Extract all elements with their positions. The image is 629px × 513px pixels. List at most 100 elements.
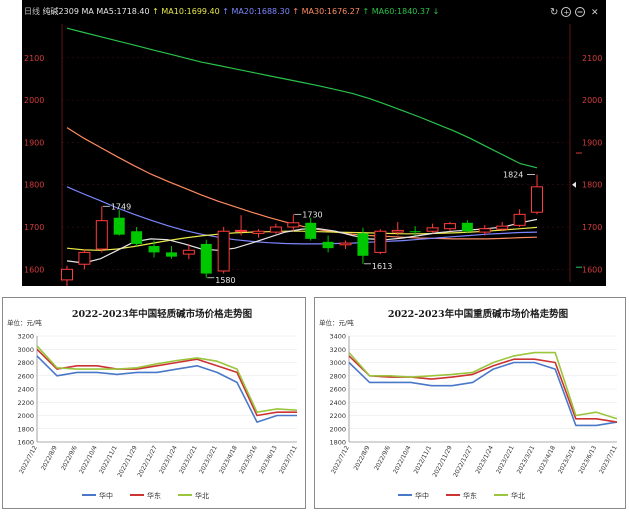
light-soda-price-chart: 2022-2023年中国轻质碱市场价格走势图 单位：元/吨 1600 1800 2000… bbox=[2, 297, 306, 509]
refresh-icon: ↻ bbox=[550, 7, 558, 18]
candle-body bbox=[409, 231, 421, 233]
series-line-华北 bbox=[348, 351, 618, 420]
ma-legend-1: ↑ MA10:1699.40 bbox=[152, 7, 222, 16]
right-y-tick: 1700 bbox=[582, 223, 602, 232]
x-tick-label: 2022/11/1 bbox=[413, 444, 434, 475]
ma10-line bbox=[66, 226, 538, 251]
x-tick-label: 2022/8/9 bbox=[40, 444, 59, 471]
legend-label: 华中 bbox=[415, 491, 429, 500]
y-tick-label: 1600 bbox=[17, 439, 34, 447]
y-tick-label: 2200 bbox=[17, 399, 34, 407]
x-tick-label: 2022/10/4 bbox=[78, 444, 99, 475]
candle-body bbox=[217, 230, 230, 272]
y-tick-label: 2400 bbox=[329, 399, 346, 407]
candle-body bbox=[182, 249, 195, 255]
zoom-in-plus: + bbox=[564, 9, 570, 17]
candle-body bbox=[61, 268, 73, 281]
candle-body bbox=[95, 220, 108, 250]
ma-legend-3: ↑ MA30:1676.27 bbox=[292, 7, 362, 16]
x-tick-label: 2022/12/27 bbox=[452, 445, 475, 479]
y-tick-label: 2000 bbox=[329, 425, 346, 433]
annotation-label: 1557 bbox=[76, 285, 96, 286]
x-tick-label: 2022/11/1 bbox=[98, 444, 119, 475]
legend-label: 华东 bbox=[463, 491, 477, 500]
series-line-华北 bbox=[36, 345, 298, 413]
candle-body bbox=[322, 241, 334, 249]
y-tick-label: 3000 bbox=[17, 346, 34, 354]
x-tick-label: 2022/12/27 bbox=[136, 445, 159, 479]
candle-body bbox=[426, 227, 439, 232]
y-tick-label: 2200 bbox=[329, 412, 346, 420]
candle-body bbox=[531, 186, 543, 213]
x-tick-label: 2023/5/16 bbox=[238, 444, 259, 475]
x-tick-label: 2023/1/24 bbox=[474, 444, 495, 475]
ma20-line bbox=[66, 186, 538, 245]
symbol-label: 纯碱2309 bbox=[43, 6, 82, 16]
candle-body bbox=[287, 222, 300, 228]
series-line-华中 bbox=[348, 361, 618, 427]
x-tick-label: 2022/11/29 bbox=[116, 445, 139, 479]
candle-body bbox=[235, 229, 248, 232]
y-tick-label: 1800 bbox=[329, 439, 346, 447]
kline-header: 日线 纯碱2309 MA MA5:1718.40 ↑ MA10:1699.40 … bbox=[24, 6, 439, 16]
dense-soda-price-chart: 2022-2023年中国重质碱市场价格走势图单位：元/吨 1800 2000 2200… bbox=[314, 297, 626, 509]
x-tick-label: 2022/7/12 bbox=[18, 444, 39, 475]
candle-body bbox=[131, 231, 143, 244]
y-tick-label: 2000 bbox=[17, 412, 34, 420]
ma-legend-2: ↑ MA20:1688.30 bbox=[222, 7, 292, 16]
y-tick-label: 3200 bbox=[329, 346, 346, 354]
y-tick-label: 3400 bbox=[329, 333, 346, 341]
x-tick-label: 2023/2/21 bbox=[178, 444, 199, 475]
left-y-tick: 1700 bbox=[24, 223, 44, 232]
ma-legend-0: MA MA5:1718.40 bbox=[81, 7, 152, 16]
annotation-label: 1613 bbox=[372, 262, 392, 271]
x-tick-label: 2023/4/18 bbox=[218, 444, 239, 475]
right-y-tick: 2100 bbox=[582, 54, 602, 63]
unit-label: 单位：元/吨 bbox=[319, 318, 354, 327]
annotation-label: 1749 bbox=[111, 202, 131, 211]
annotation-label: 1730 bbox=[302, 210, 322, 219]
x-tick-label: 2023/6/13 bbox=[258, 444, 279, 475]
right-y-tick: 1900 bbox=[582, 138, 602, 147]
candle-body bbox=[374, 230, 387, 253]
candle-body bbox=[391, 229, 404, 233]
candle-body bbox=[200, 243, 212, 274]
legend-label: 华北 bbox=[195, 491, 209, 500]
x-tick-label: 2023/7/11 bbox=[278, 444, 299, 475]
ma-legend-5: ↓ bbox=[433, 7, 440, 16]
candle-body bbox=[148, 246, 160, 253]
unit-label: 单位：元/吨 bbox=[7, 318, 42, 327]
ma30-line bbox=[66, 127, 538, 240]
right-y-tick: 1600 bbox=[582, 265, 602, 274]
series-line-华东 bbox=[348, 355, 618, 423]
y-tick-label: 2600 bbox=[17, 372, 34, 380]
y-tick-label: 2600 bbox=[329, 386, 346, 394]
candle-body bbox=[443, 223, 456, 230]
chart-title: 2022-2023年中国轻质碱市场价格走势图 bbox=[72, 308, 252, 320]
x-tick-label: 2022/7/12 bbox=[330, 444, 351, 475]
x-tick-label: 2023/4/18 bbox=[536, 444, 557, 475]
x-tick-label: 2022/10/4 bbox=[392, 444, 413, 475]
x-tick-label: 2022/9/6 bbox=[373, 444, 392, 471]
kline-svg: 日线 纯碱2309 MA MA5:1718.40 ↑ MA10:1699.40 … bbox=[24, 6, 602, 286]
candle-body bbox=[478, 228, 491, 233]
candle-body bbox=[339, 242, 352, 246]
chart-title: 2022-2023年中国重质碱市场价格走势图 bbox=[388, 308, 568, 320]
left-y-tick: 2000 bbox=[24, 96, 44, 105]
ma-legend-4: ↑ MA60:1840.37 bbox=[363, 7, 433, 16]
x-tick-label: 2023/5/16 bbox=[557, 444, 578, 475]
y-tick-label: 3200 bbox=[17, 333, 34, 341]
candle-body bbox=[78, 251, 91, 265]
left-y-tick: 1900 bbox=[24, 138, 44, 147]
x-tick-label: 2022/8/9 bbox=[353, 444, 372, 471]
close-icon: ✕ bbox=[591, 8, 599, 18]
legend-label: 华北 bbox=[511, 491, 525, 500]
candle-body bbox=[113, 217, 125, 235]
x-tick-label: 2023/7/11 bbox=[598, 444, 619, 475]
candle-body bbox=[305, 222, 317, 239]
header-icons[interactable]: ↻ + ✕ bbox=[550, 7, 599, 18]
right-y-tick: 2000 bbox=[582, 96, 602, 105]
y-tick-label: 2800 bbox=[17, 359, 34, 367]
